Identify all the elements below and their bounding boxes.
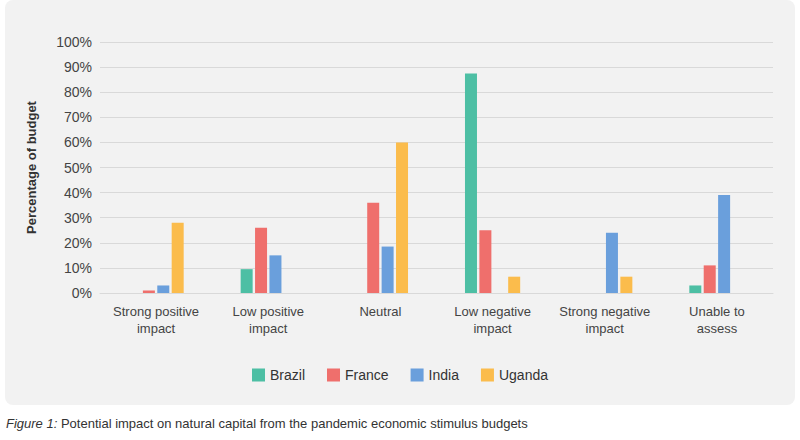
- svg-text:India: India: [429, 367, 460, 383]
- svg-text:impact: impact: [473, 321, 512, 336]
- svg-text:France: France: [345, 367, 389, 383]
- svg-text:Uganda: Uganda: [499, 367, 548, 383]
- svg-text:impact: impact: [249, 321, 288, 336]
- svg-text:assess: assess: [697, 321, 738, 336]
- svg-text:Percentage of budget: Percentage of budget: [24, 100, 39, 234]
- svg-text:0%: 0%: [72, 285, 92, 301]
- svg-text:80%: 80%: [64, 84, 92, 100]
- svg-text:Strong positive: Strong positive: [113, 304, 199, 319]
- svg-text:100%: 100%: [56, 34, 92, 50]
- svg-text:90%: 90%: [64, 59, 92, 75]
- svg-text:70%: 70%: [64, 109, 92, 125]
- svg-text:50%: 50%: [64, 160, 92, 176]
- html-text:Figure 1: Potential impact on: Figure 1: Potential impact on natural ca…: [6, 416, 528, 431]
- svg-text:Brazil: Brazil: [270, 367, 305, 383]
- svg-text:Low negative: Low negative: [454, 304, 531, 319]
- svg-text:Strong negative: Strong negative: [559, 304, 650, 319]
- svg-text:30%: 30%: [64, 210, 92, 226]
- svg-text:Unable to: Unable to: [689, 304, 745, 319]
- svg-text:60%: 60%: [64, 134, 92, 150]
- svg-text:40%: 40%: [64, 185, 92, 201]
- svg-text:impact: impact: [137, 321, 176, 336]
- svg-text:10%: 10%: [64, 260, 92, 276]
- svg-text:20%: 20%: [64, 235, 92, 251]
- svg-text:Neutral: Neutral: [359, 304, 401, 319]
- svg-text:impact: impact: [586, 321, 625, 336]
- svg-text:Low positive: Low positive: [232, 304, 304, 319]
